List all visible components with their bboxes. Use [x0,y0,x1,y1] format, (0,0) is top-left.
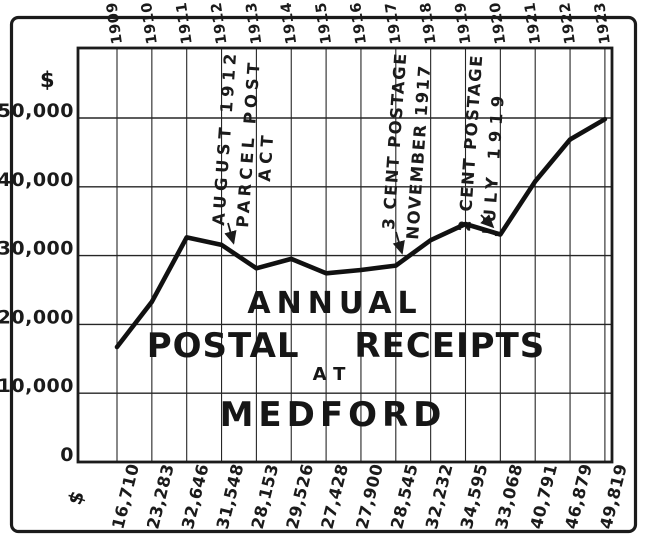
receipts-curve [114,116,608,350]
plot-border [76,46,614,464]
year-label: 1911 [174,1,196,45]
chart-title-line-4: MEDFORD [219,395,447,435]
value-label: 49,819 [596,462,631,531]
y-tick-label: 30,000 [0,238,74,260]
annotation-label: ACT [255,130,278,182]
year-label: 1923 [592,1,614,45]
value-label: 29,526 [283,462,318,531]
year-label: 1916 [348,1,370,45]
chart-title-line-1: ANNUAL [247,286,423,321]
year-label: 1915 [313,1,335,45]
value-label: 32,232 [422,462,457,531]
y-tick-label: 20,000 [0,306,74,328]
annotation-leader-arrow [392,231,405,255]
y-tick-label: 40,000 [0,169,74,191]
value-label: 32,646 [178,462,213,531]
value-label: 34,595 [457,462,492,531]
year-label: 1917 [383,1,405,45]
value-label: 40,791 [527,462,562,531]
year-label: 1918 [418,1,440,45]
y-tick-label: 50,000 [0,100,74,122]
annotation-label: JULY 1919 [479,89,508,236]
value-label: 23,283 [143,462,178,531]
chart-title-line-2: POSTAL RECEIPTS [146,326,546,366]
outer-frame [9,15,638,534]
value-label: 28,545 [387,462,422,531]
value-label: 28,153 [248,462,283,531]
annotation-leader-arrow [224,222,237,245]
chart-title-line-3: AT [312,364,354,385]
value-label: 16,710 [108,462,143,531]
year-label: 1912 [209,1,231,45]
year-label: 1921 [522,1,544,45]
year-label: 1910 [139,1,161,45]
y-tick-label: 0 [60,444,74,466]
year-label: 1914 [278,1,300,45]
y-axis-dollar-symbol: $ [40,68,55,92]
year-label: 1919 [453,1,475,45]
year-label: 1922 [557,1,579,45]
value-label: 27,900 [352,462,387,531]
value-label: 33,068 [492,462,527,531]
annotation-leader-arrow [480,214,495,229]
value-label: 46,879 [561,462,596,531]
y-tick-label: 10,000 [0,375,74,397]
year-label: 1920 [488,1,510,45]
value-label: 31,548 [213,462,248,531]
year-label: 1909 [104,1,126,45]
year-label: 1913 [244,1,266,45]
value-label: 27,428 [318,462,353,531]
